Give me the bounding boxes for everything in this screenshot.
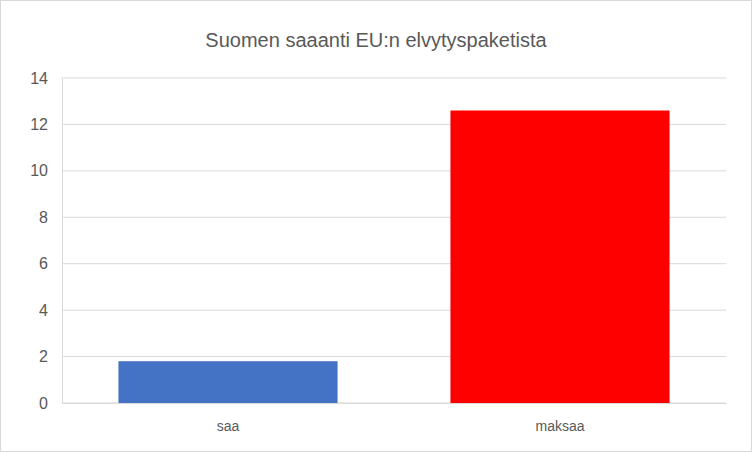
grid <box>62 78 726 403</box>
y-tick: 10 <box>30 162 62 179</box>
x-tick: maksaa <box>535 403 584 434</box>
y-axis-line <box>62 79 63 404</box>
x-tick-label: maksaa <box>535 418 584 434</box>
y-tick: 8 <box>39 209 62 226</box>
y-tick: 0 <box>39 395 62 412</box>
bar <box>450 111 669 404</box>
y-tick: 6 <box>39 255 62 272</box>
y-tick-label: 10 <box>30 162 48 179</box>
y-tick-label: 6 <box>39 255 48 272</box>
y-tick-label: 12 <box>30 116 48 133</box>
x-axis: saa maksaa <box>63 403 727 434</box>
y-tick-label: 0 <box>39 395 48 412</box>
y-tick-label: 8 <box>39 209 48 226</box>
bars <box>118 111 669 404</box>
plot: 0 2 4 6 8 10 12 14 saa maksaa <box>30 70 726 434</box>
y-tick: 12 <box>30 116 62 133</box>
y-tick: 4 <box>39 302 62 319</box>
y-tick-label: 4 <box>39 302 48 319</box>
chart-border <box>1 1 752 452</box>
y-tick-label: 14 <box>30 70 48 87</box>
bar <box>118 361 337 403</box>
x-tick-label: saa <box>217 418 240 434</box>
x-axis-line <box>63 403 727 404</box>
chart: Suomen saaanti EU:n elvytyspaketista 0 2 4 6… <box>0 0 752 452</box>
y-tick-label: 2 <box>39 348 48 365</box>
x-tick: saa <box>217 403 240 434</box>
y-axis: 0 2 4 6 8 10 12 14 <box>30 70 62 412</box>
grid-line <box>62 78 726 79</box>
y-tick: 2 <box>39 348 62 365</box>
title: Suomen saaanti EU:n elvytyspaketista <box>205 29 547 51</box>
y-tick: 14 <box>30 70 62 87</box>
